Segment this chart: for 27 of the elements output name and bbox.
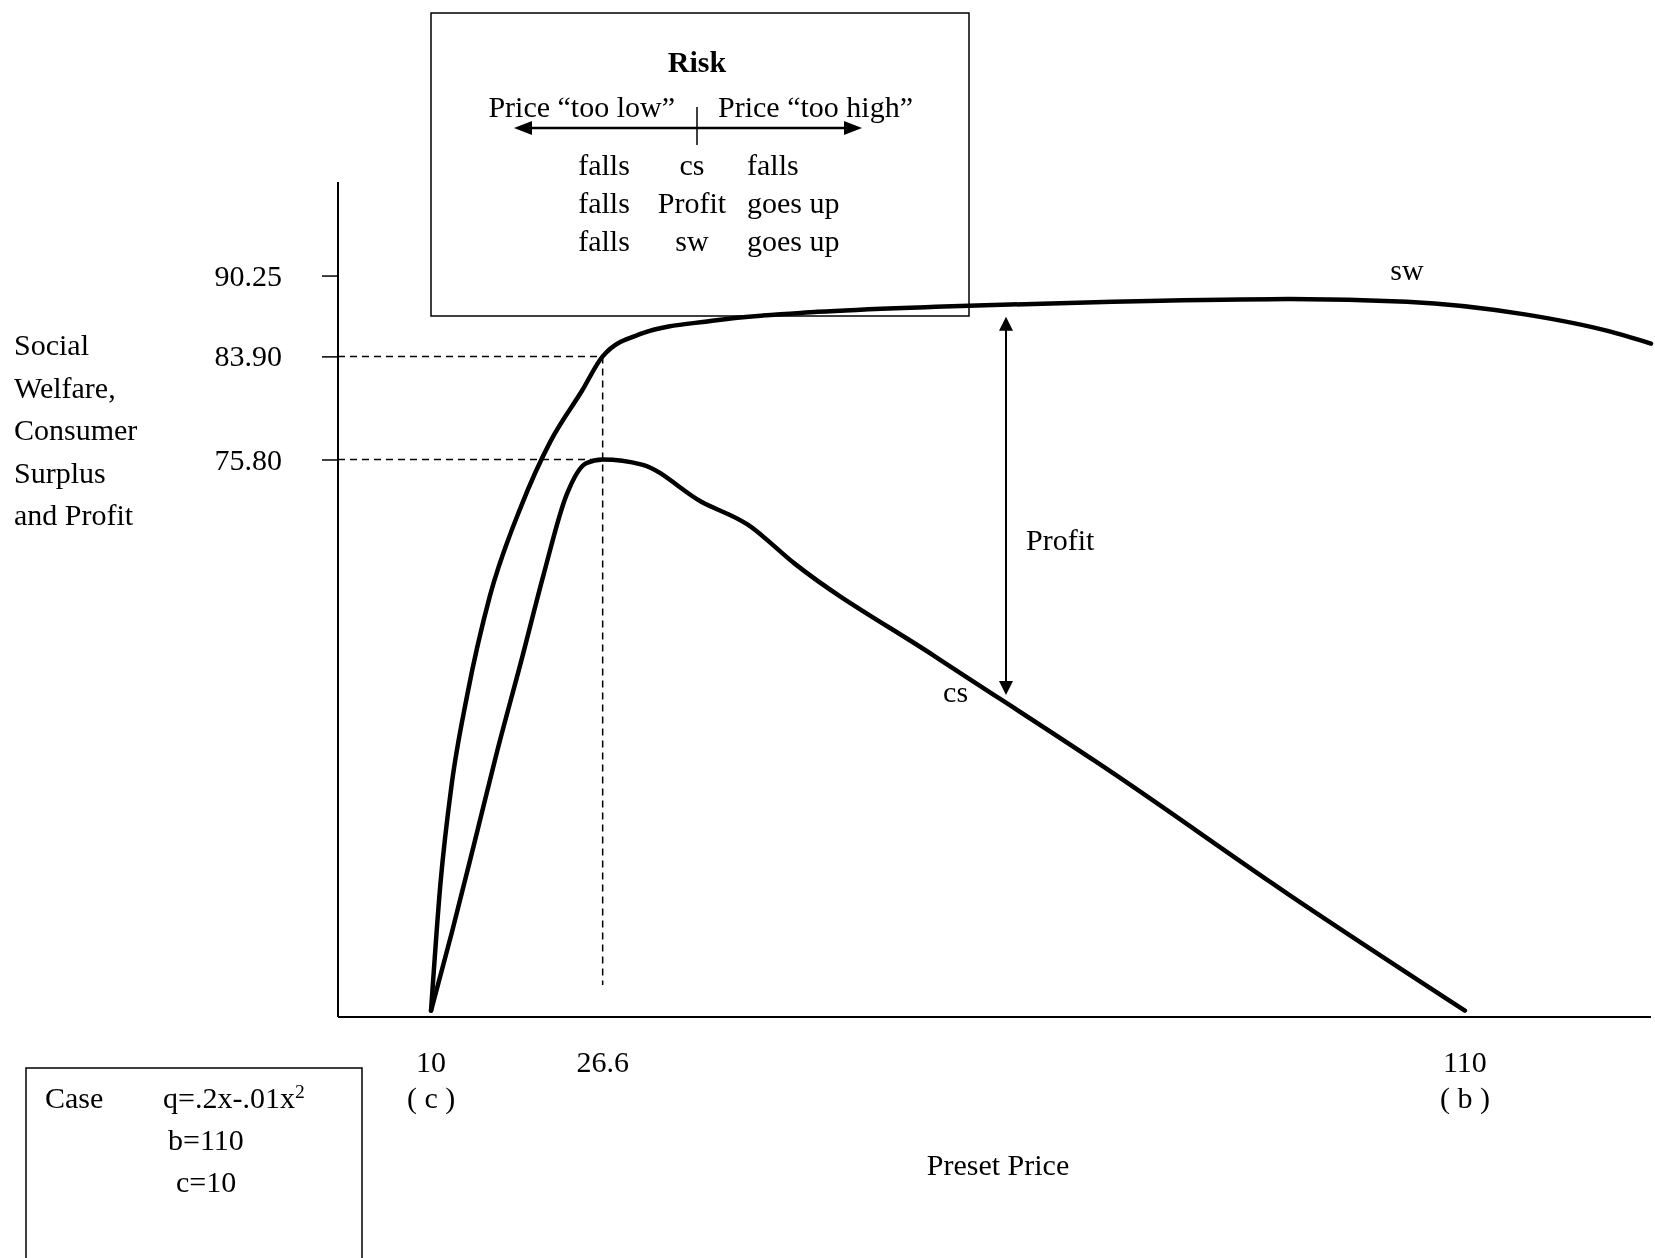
legend-label: cs	[943, 674, 969, 708]
x-tick-label: 10 ( c )	[406, 1045, 456, 1115]
y-tick-label: 83.90	[214, 339, 282, 373]
text: b=110	[168, 1123, 244, 1156]
y-axis-title: Social Welfare, Consumer Surplus and Profit	[14, 328, 138, 531]
annotation: Profit	[1026, 522, 1095, 556]
annotation: sw	[675, 224, 709, 257]
text: Price “too low”	[488, 90, 675, 123]
annotation: goes up	[747, 224, 840, 257]
y-tick-label: 75.80	[214, 442, 282, 476]
text: q=.2x-.01x$^{2}$	[163, 1080, 305, 1114]
series-label: sw	[1390, 252, 1425, 286]
annotation: goes up	[747, 186, 840, 219]
annotation: falls	[578, 224, 630, 257]
text: falls	[747, 148, 799, 181]
text: c=10	[176, 1165, 237, 1198]
text: Risk	[667, 45, 727, 78]
annotation: Profit	[657, 186, 727, 219]
y-tick-label: 90.25	[214, 258, 282, 292]
text: falls	[578, 148, 630, 181]
text: cs	[679, 148, 705, 181]
text: Case	[45, 1081, 104, 1114]
x-tick-label: 110 ( b )	[1439, 1045, 1490, 1115]
annotation: falls	[578, 186, 630, 219]
x-axis-title: Preset Price	[926, 1148, 1070, 1181]
x-tick-label: 26.6	[576, 1045, 629, 1078]
text: Price “too high”	[718, 90, 913, 123]
